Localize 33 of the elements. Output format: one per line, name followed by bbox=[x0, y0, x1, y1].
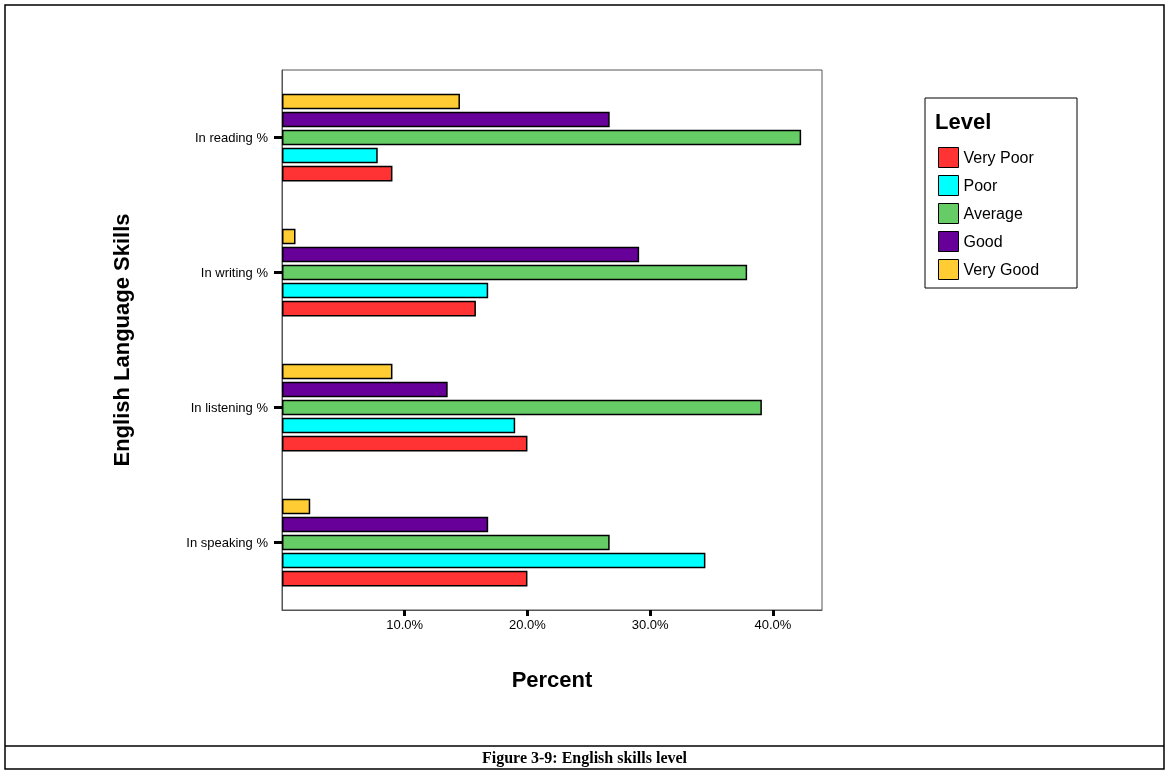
legend-label: Average bbox=[963, 205, 1023, 222]
y-axis-title: English Language Skills bbox=[108, 213, 134, 467]
bar bbox=[282, 147, 378, 164]
y-tick-label: In writing % bbox=[200, 265, 269, 280]
bar bbox=[282, 381, 448, 398]
bar bbox=[282, 498, 311, 515]
bar bbox=[282, 282, 489, 299]
y-tick-label: In speaking % bbox=[186, 535, 269, 550]
bar bbox=[282, 363, 393, 380]
y-tick-label: In listening % bbox=[190, 400, 269, 415]
legend-label: Good bbox=[963, 233, 1003, 250]
legend-label: Very Good bbox=[963, 261, 1040, 278]
bar bbox=[282, 111, 610, 128]
bar bbox=[282, 300, 476, 317]
legend-label: Poor bbox=[963, 177, 998, 194]
bar bbox=[282, 246, 640, 263]
bar bbox=[282, 570, 528, 587]
x-tick-label: 10.0% bbox=[386, 617, 424, 632]
bar bbox=[282, 516, 489, 533]
bar bbox=[282, 165, 393, 182]
y-tick-label: In reading % bbox=[195, 130, 269, 145]
bar bbox=[282, 417, 516, 434]
bar bbox=[282, 435, 528, 452]
x-tick-label: 30.0% bbox=[631, 617, 670, 632]
legend-title: Level bbox=[935, 108, 992, 134]
bar bbox=[282, 93, 460, 110]
x-axis-title: Percent bbox=[511, 666, 594, 692]
text: Figure 3-9: English skills level bbox=[481, 748, 688, 767]
bar bbox=[282, 552, 706, 569]
x-tick-label: 20.0% bbox=[509, 617, 547, 632]
x-tick-label: 40.0% bbox=[754, 617, 792, 632]
bar bbox=[282, 228, 296, 245]
legend-label: Very Poor bbox=[963, 149, 1035, 166]
